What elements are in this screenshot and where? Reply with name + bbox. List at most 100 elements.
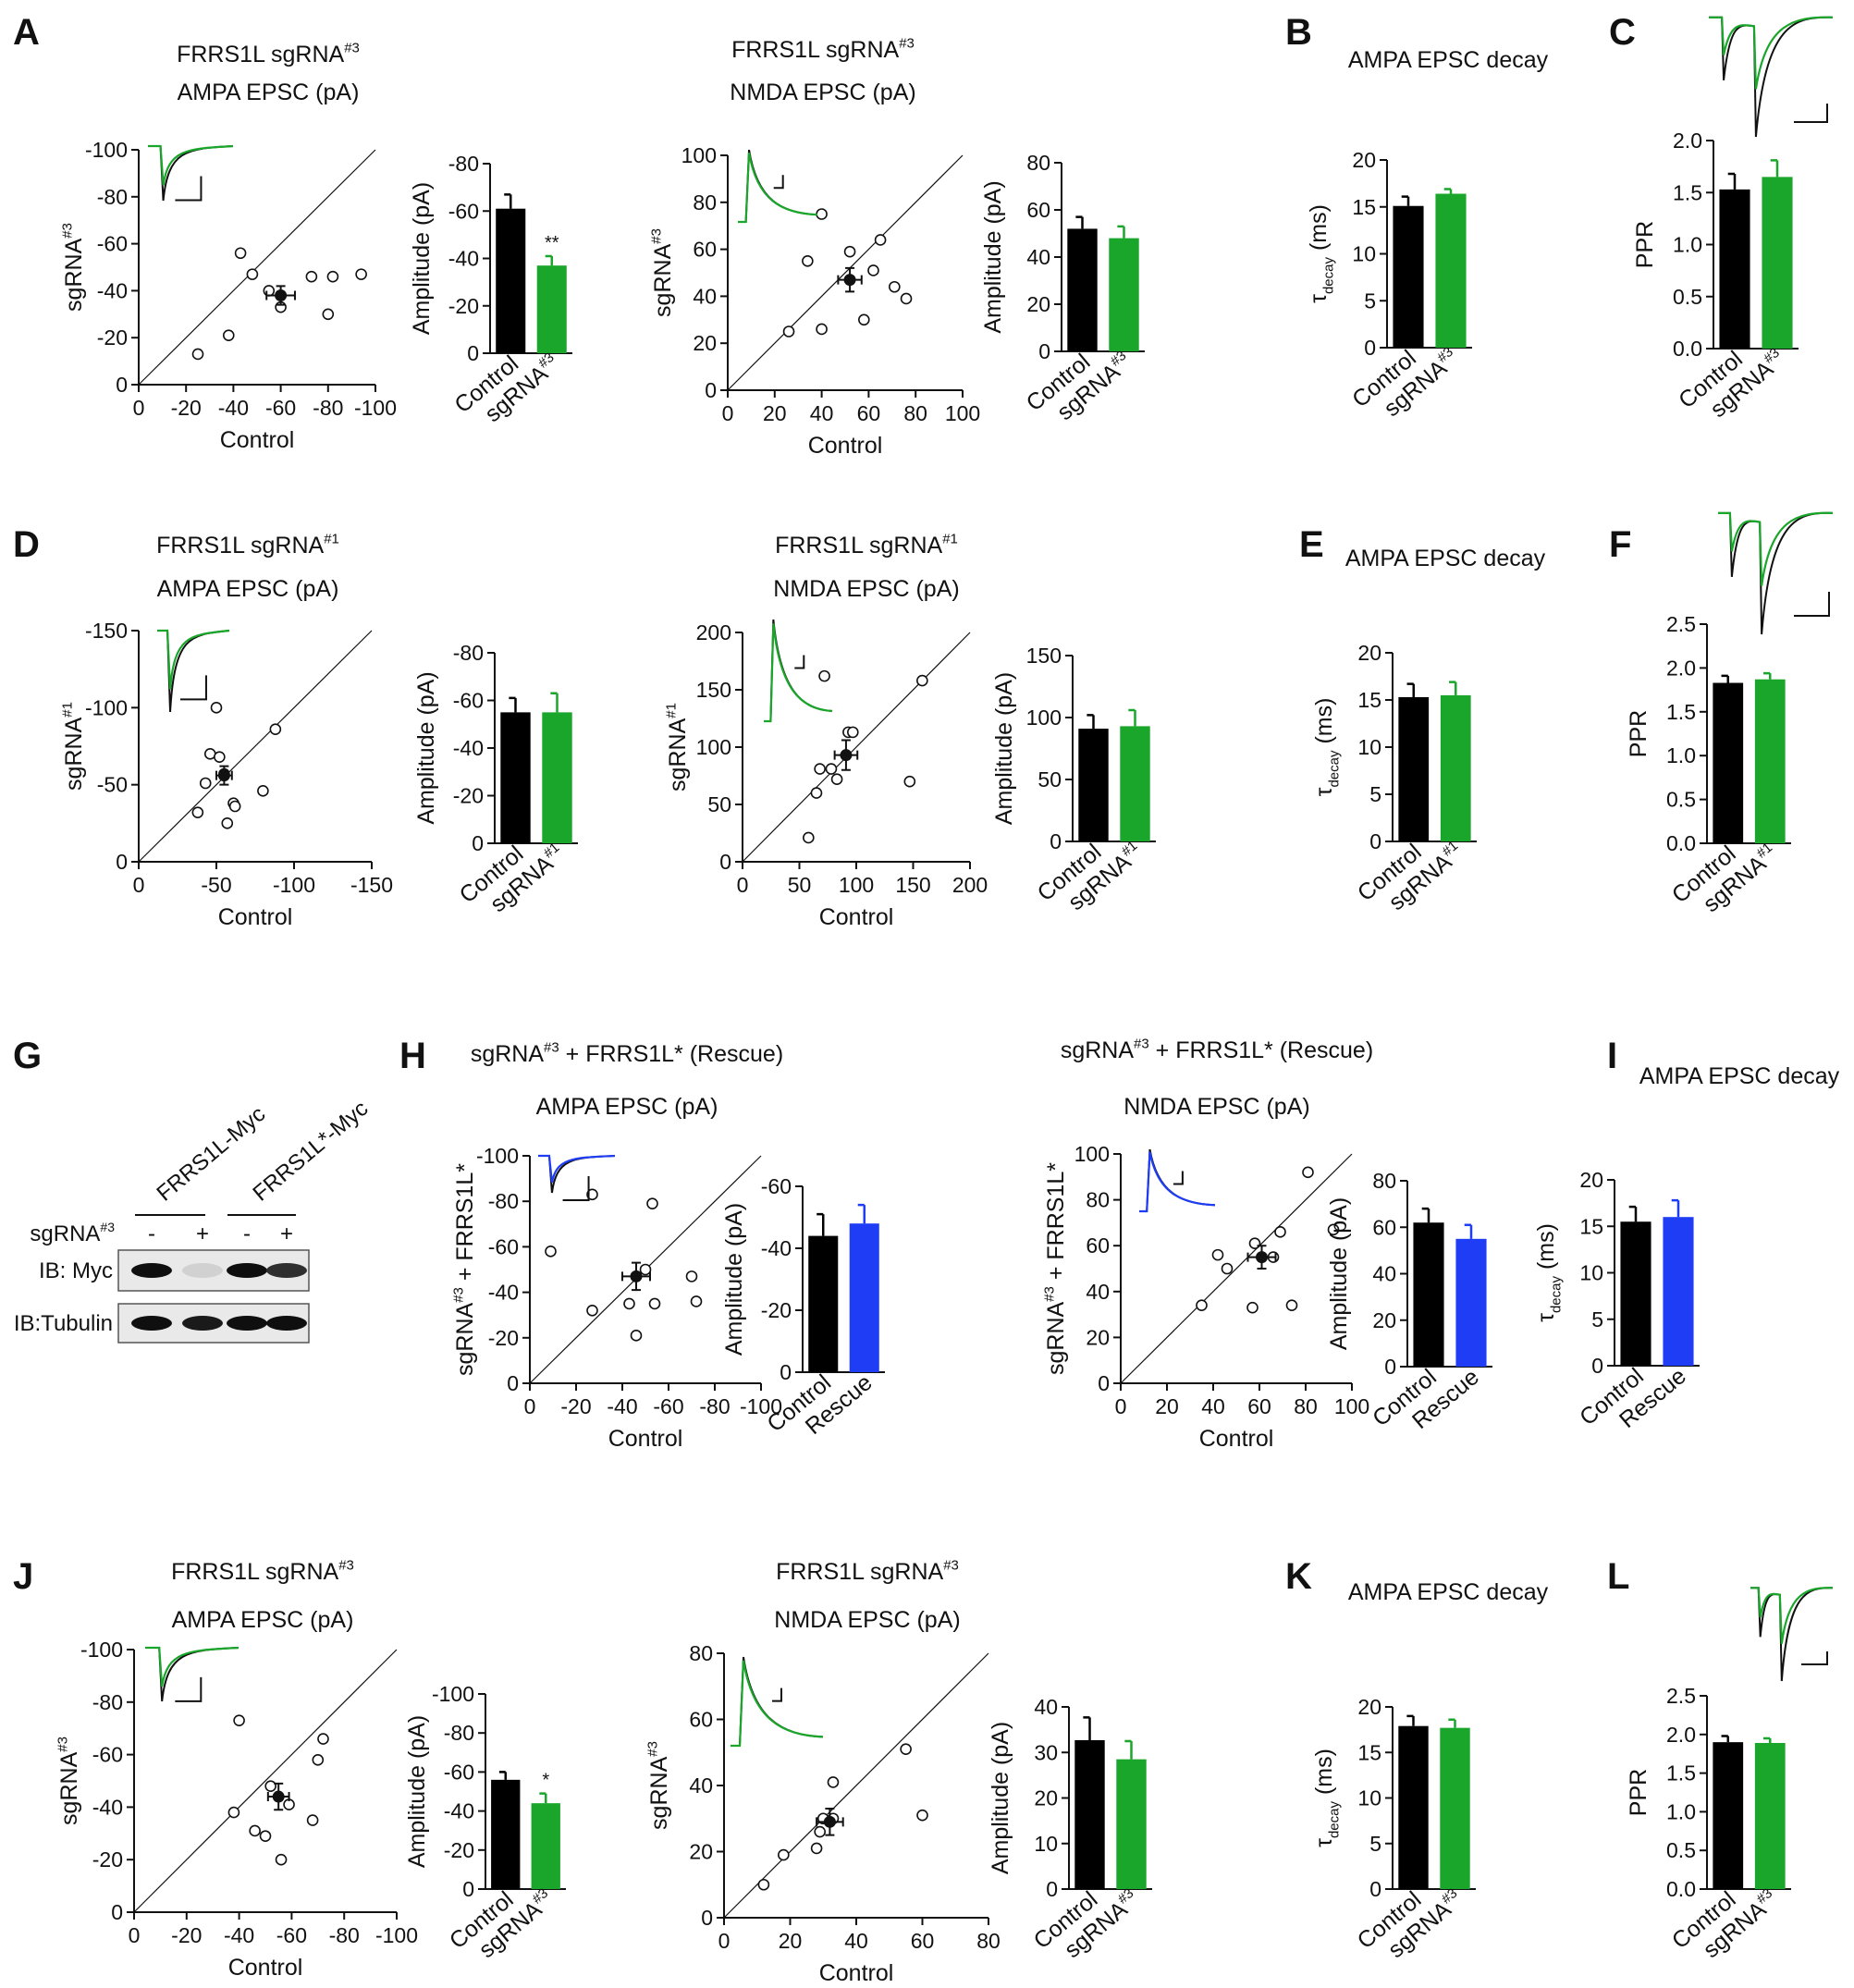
y-tick-label: -80 — [448, 152, 479, 176]
data-point — [1246, 1301, 1259, 1314]
mean-point — [275, 288, 288, 301]
y-tick-label: -40 — [444, 1799, 474, 1823]
data-point — [623, 1297, 635, 1310]
x-tick-label: 80 — [903, 401, 927, 425]
unity-line — [742, 632, 971, 863]
error-bar — [1770, 159, 1779, 178]
bar-control — [1067, 228, 1098, 351]
bar-sgrna3 — [536, 265, 567, 353]
y-tick-label: -80 — [97, 185, 128, 209]
data-point — [825, 763, 838, 775]
y-axis-label: τdecay (ms) — [1306, 204, 1337, 303]
data-point — [214, 751, 226, 763]
y-axis-label: Amplitude (pA) — [409, 182, 435, 335]
x-tick-label: 20 — [1155, 1394, 1179, 1418]
y-tick-label: 1.5 — [1666, 700, 1696, 724]
epsc-inset — [157, 629, 230, 713]
unity-line — [133, 1649, 398, 1913]
y-axis-label: Amplitude (pA) — [1326, 1197, 1352, 1350]
y-tick-label: 0 — [472, 831, 484, 855]
x-tick-label: 50 — [788, 873, 812, 897]
y-tick-label: -100 — [80, 1638, 123, 1662]
unity-line — [1120, 1153, 1353, 1384]
bar-rescue — [1663, 1217, 1694, 1366]
scatter-chart-J-nmda-scatter: 0 20 40 60 80 0 20 40 60 80 Control sgRNA#3 — [645, 1641, 1001, 1986]
scale-bar — [175, 1676, 203, 1702]
y-tick-label: 20 — [1026, 292, 1050, 316]
y-tick-label: 10 — [1579, 1261, 1603, 1285]
y-tick-label: -80 — [444, 1721, 474, 1745]
y-tick-label: 5 — [1364, 288, 1376, 313]
x-axis-label: Control — [1199, 1426, 1274, 1452]
scale-bar — [562, 1176, 590, 1201]
x-tick-label: -20 — [560, 1394, 591, 1418]
mean-point — [843, 274, 856, 287]
control-trace — [1750, 1587, 1834, 1682]
data-point — [586, 1304, 598, 1317]
y-tick-label: 20 — [1352, 148, 1376, 172]
y-tick-label: 15 — [1357, 1740, 1381, 1764]
blot-band — [131, 1316, 172, 1331]
chart-title: sgRNA#3 + FRRS1L* (Rescue) — [471, 1040, 783, 1068]
data-point — [630, 1330, 643, 1342]
data-point — [317, 1733, 329, 1745]
y-tick-label: 2.0 — [1673, 129, 1702, 153]
y-tick-label: -100 — [476, 1144, 519, 1168]
significance-marker: * — [542, 1771, 549, 1791]
experimental-trace — [1139, 1151, 1216, 1213]
error-bar — [1406, 682, 1415, 697]
y-tick-label: -80 — [92, 1690, 123, 1714]
y-tick-label: -60 — [92, 1743, 123, 1767]
chart-title-group: FRRS1L sgRNA#3 NMDA EPSC (pA) — [774, 1558, 960, 1634]
blot-band — [131, 1263, 172, 1278]
bar-control — [491, 1779, 521, 1889]
chart-subtitle: NMDA EPSC (pA) — [774, 1607, 960, 1633]
scale-bar — [1794, 592, 1830, 617]
error-bar — [1727, 172, 1737, 190]
x-tick-label: -100 — [740, 1394, 782, 1418]
y-tick-label: 0 — [462, 1877, 474, 1901]
x-tick-label: 100 — [945, 401, 980, 425]
x-tick-label: 0 — [133, 396, 145, 420]
chart-title: FRRS1L sgRNA#1 — [775, 532, 958, 559]
bar-sgrna1 — [1440, 694, 1471, 841]
chart-title-group: FRRS1L sgRNA#1 NMDA EPSC (pA) — [773, 532, 959, 603]
y-tick-label: -60 — [488, 1234, 519, 1258]
error-bar — [1128, 708, 1136, 727]
y-axis-label: sgRNA#3 — [60, 223, 88, 312]
y-tick-label: 40 — [693, 284, 717, 308]
x-tick-label: -60 — [653, 1394, 683, 1418]
panel-label-d: D — [13, 524, 40, 565]
error-bar — [1721, 1735, 1729, 1743]
y-tick-label: 60 — [689, 1708, 713, 1732]
y-tick-label: 0 — [1046, 1877, 1058, 1901]
y-tick-label: -50 — [97, 773, 128, 797]
y-tick-label: 40 — [1034, 1695, 1058, 1719]
y-tick-label: 60 — [1026, 198, 1050, 222]
x-tick-label: -80 — [313, 396, 343, 420]
bar-control — [1398, 696, 1430, 841]
data-point — [818, 669, 830, 682]
y-tick-label: 20 — [1034, 1786, 1058, 1810]
y-axis-label: sgRNA#3 + FRRS1L* — [1042, 1162, 1070, 1375]
blot-band — [266, 1316, 307, 1331]
error-bar — [545, 254, 553, 266]
y-axis-label: sgRNA#3 + FRRS1L* — [451, 1163, 479, 1376]
scatter-chart-J-ampa-scatter: 0 -20 -40 -60 -80 -100 0 -20 -40 -60 -80 -100 Contro… — [55, 1638, 419, 1981]
x-tick-label: 20 — [763, 401, 787, 425]
error-bar — [539, 1792, 547, 1804]
control-trace — [1709, 16, 1834, 138]
mean-point — [217, 769, 230, 782]
data-point — [778, 1848, 790, 1861]
data-point — [858, 313, 870, 326]
bar-sgrna3 — [1109, 238, 1139, 351]
bar-sgrna3 — [1754, 1742, 1786, 1889]
x-tick-label: -150 — [350, 873, 393, 897]
panel-labels: A B C D E F G H I J K L — [13, 12, 1636, 1597]
y-tick-label: 0.0 — [1666, 1877, 1696, 1901]
chart-title: FRRS1L sgRNA#3 — [731, 36, 915, 64]
error-bar — [1083, 1716, 1091, 1740]
